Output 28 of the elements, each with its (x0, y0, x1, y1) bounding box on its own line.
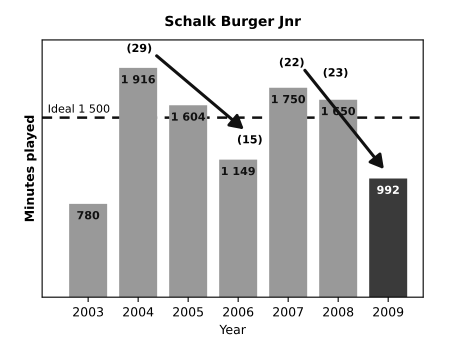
x-tick-label: 2004 (123, 307, 154, 317)
annotation: (23) (324, 68, 348, 78)
x-tick-label: 2006 (223, 307, 254, 317)
bar (119, 68, 158, 298)
x-tick-label: 2003 (73, 307, 104, 317)
chart-title: Schalk Burger Jnr (165, 15, 301, 30)
bar (169, 105, 208, 298)
data-label: 1 916 (122, 75, 155, 84)
data-label: 992 (377, 186, 399, 194)
data-label: 1 604 (172, 112, 206, 121)
bar (269, 88, 308, 298)
data-label: 1 750 (272, 94, 306, 104)
bar (319, 100, 358, 298)
annotation: (15) (238, 134, 262, 145)
data-label: 1 149 (222, 166, 255, 176)
bar (369, 178, 408, 298)
y-axis-title: Minutes played (24, 116, 37, 222)
data-label: 780 (77, 210, 100, 220)
annotation: (29) (127, 44, 152, 54)
annotation: (22) (280, 58, 304, 68)
x-tick-label: 2008 (323, 307, 354, 317)
bar (219, 160, 258, 298)
x-tick-label: 2005 (173, 307, 203, 317)
x-tick-label: 2009 (373, 307, 404, 317)
x-axis-title: Year (219, 324, 246, 334)
x-tick-label: 2007 (273, 307, 304, 317)
bar (69, 204, 108, 298)
ref-line-label: Ideal 1 500 (48, 104, 110, 113)
